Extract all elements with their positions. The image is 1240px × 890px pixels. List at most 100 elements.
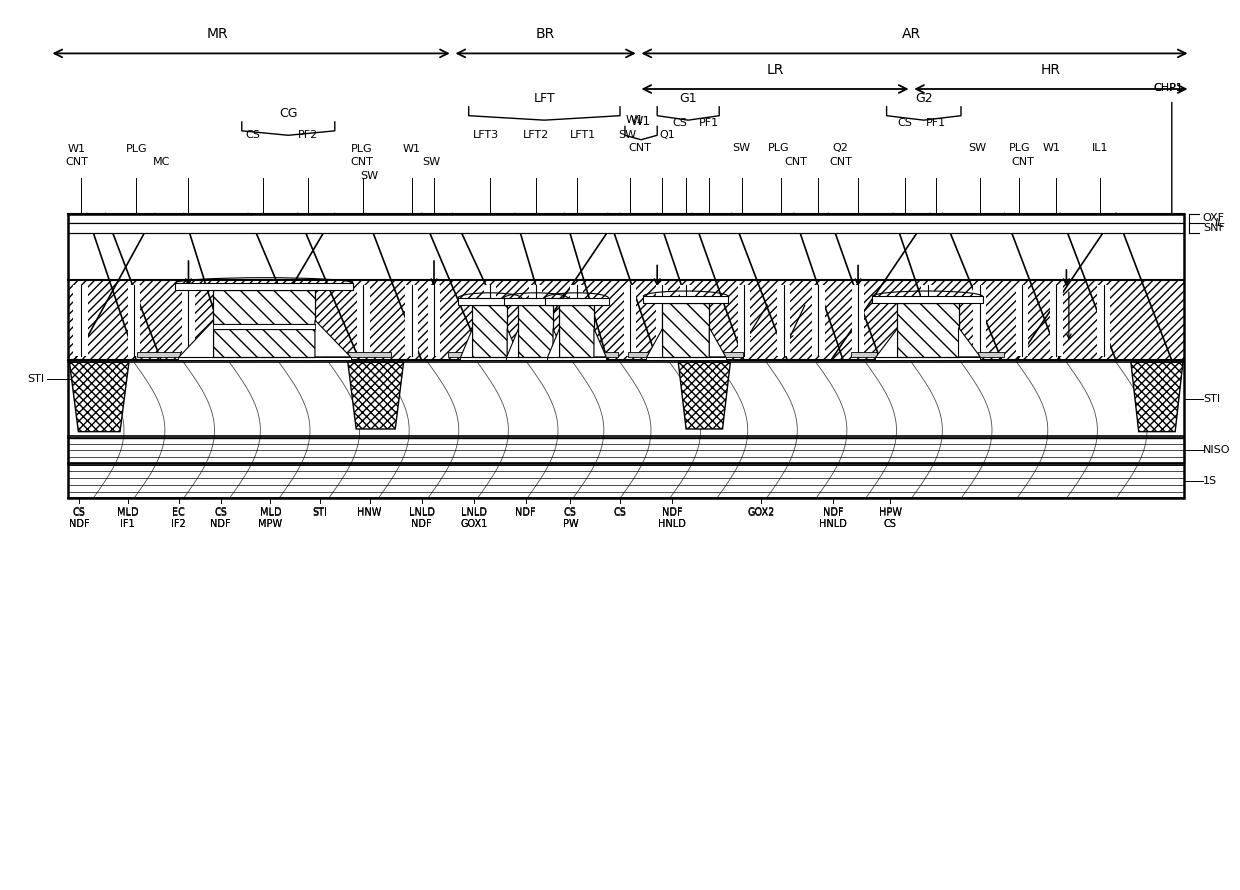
Bar xyxy=(777,285,790,356)
Text: NDF: NDF xyxy=(516,507,536,518)
Text: CS: CS xyxy=(672,118,687,128)
Bar xyxy=(213,328,315,357)
Text: IF2: IF2 xyxy=(171,519,186,530)
Bar xyxy=(68,214,1184,223)
Text: NDF: NDF xyxy=(412,519,432,530)
Text: HNLD: HNLD xyxy=(658,519,686,530)
Text: CS: CS xyxy=(898,118,913,128)
Text: CS: CS xyxy=(884,519,897,530)
Text: SW: SW xyxy=(968,143,986,153)
Bar xyxy=(646,357,725,360)
Bar xyxy=(357,285,370,356)
Text: IL1: IL1 xyxy=(1091,143,1109,153)
Text: HPW: HPW xyxy=(879,506,901,517)
Polygon shape xyxy=(177,320,213,357)
Bar xyxy=(517,352,532,357)
Text: HNLD: HNLD xyxy=(658,519,686,530)
Text: PF1: PF1 xyxy=(699,118,719,128)
Text: LNLD: LNLD xyxy=(461,506,486,517)
Polygon shape xyxy=(460,328,472,357)
Text: PLG: PLG xyxy=(768,143,790,153)
Text: G1: G1 xyxy=(680,92,697,105)
Polygon shape xyxy=(646,328,662,357)
Bar xyxy=(68,223,1184,233)
Text: NDF: NDF xyxy=(662,506,682,517)
Bar xyxy=(68,280,1184,360)
Bar xyxy=(563,352,578,357)
Bar xyxy=(604,352,619,357)
Text: CNT: CNT xyxy=(66,158,88,167)
Text: CNT: CNT xyxy=(629,143,651,153)
Bar xyxy=(559,305,594,357)
Bar xyxy=(738,285,750,356)
Text: GOX1: GOX1 xyxy=(460,519,487,530)
Bar xyxy=(175,283,353,290)
Text: LFT3: LFT3 xyxy=(472,130,500,140)
Text: Q2: Q2 xyxy=(833,143,848,153)
Text: NDF: NDF xyxy=(69,519,89,530)
Bar xyxy=(458,298,522,305)
Text: LFT2: LFT2 xyxy=(522,130,549,140)
Text: LFT1: LFT1 xyxy=(569,130,596,140)
Text: PW: PW xyxy=(563,519,578,530)
Text: EC: EC xyxy=(172,507,185,518)
Bar xyxy=(897,303,959,357)
Bar xyxy=(138,352,180,357)
Text: NDF: NDF xyxy=(412,519,432,530)
Bar xyxy=(723,352,743,357)
Text: NDF: NDF xyxy=(823,507,843,518)
Text: CS: CS xyxy=(73,506,86,517)
Text: HR: HR xyxy=(1040,62,1060,77)
Text: STI: STI xyxy=(1203,394,1220,404)
Polygon shape xyxy=(678,362,730,429)
Text: LNLD: LNLD xyxy=(409,507,434,518)
Polygon shape xyxy=(547,328,559,357)
Bar xyxy=(662,303,709,357)
Text: NDF: NDF xyxy=(211,519,231,530)
Bar xyxy=(405,285,418,356)
Bar xyxy=(1016,285,1028,356)
Text: CNT: CNT xyxy=(1012,158,1034,167)
Bar xyxy=(128,285,140,356)
Text: CS: CS xyxy=(73,507,86,518)
Bar xyxy=(534,352,549,357)
Bar xyxy=(68,214,1184,498)
Text: HPW: HPW xyxy=(879,507,901,518)
Bar xyxy=(921,285,934,356)
Bar xyxy=(897,303,959,357)
Text: CS: CS xyxy=(215,507,227,518)
Bar xyxy=(68,280,1184,360)
Text: MLD: MLD xyxy=(259,506,281,517)
Polygon shape xyxy=(553,328,565,357)
Text: PF1: PF1 xyxy=(926,118,946,128)
Bar xyxy=(213,328,315,357)
Polygon shape xyxy=(875,328,897,357)
Bar xyxy=(559,305,594,357)
Bar xyxy=(257,285,269,356)
Bar xyxy=(503,298,568,305)
Bar xyxy=(544,298,609,305)
Text: STI: STI xyxy=(312,506,327,517)
Text: CS: CS xyxy=(564,507,577,518)
Text: BR: BR xyxy=(536,27,556,41)
Text: CS: CS xyxy=(215,506,227,517)
Text: Q1: Q1 xyxy=(660,130,675,140)
Text: LR: LR xyxy=(766,62,784,77)
Text: LNLD: LNLD xyxy=(409,506,434,517)
Text: CS: CS xyxy=(614,506,626,517)
Text: NDF: NDF xyxy=(823,506,843,517)
Text: IF2: IF2 xyxy=(171,519,186,530)
Polygon shape xyxy=(507,328,520,357)
Bar xyxy=(973,285,986,356)
Bar xyxy=(472,305,507,357)
Text: CS: CS xyxy=(884,519,897,530)
Bar xyxy=(873,296,982,303)
Bar xyxy=(494,352,508,357)
Text: GOX2: GOX2 xyxy=(748,507,775,518)
Bar xyxy=(656,285,668,356)
Text: PLG: PLG xyxy=(125,144,148,154)
Text: MPW: MPW xyxy=(258,519,283,530)
Text: NDF: NDF xyxy=(211,519,231,530)
Bar xyxy=(1050,285,1063,356)
Bar xyxy=(680,285,692,356)
